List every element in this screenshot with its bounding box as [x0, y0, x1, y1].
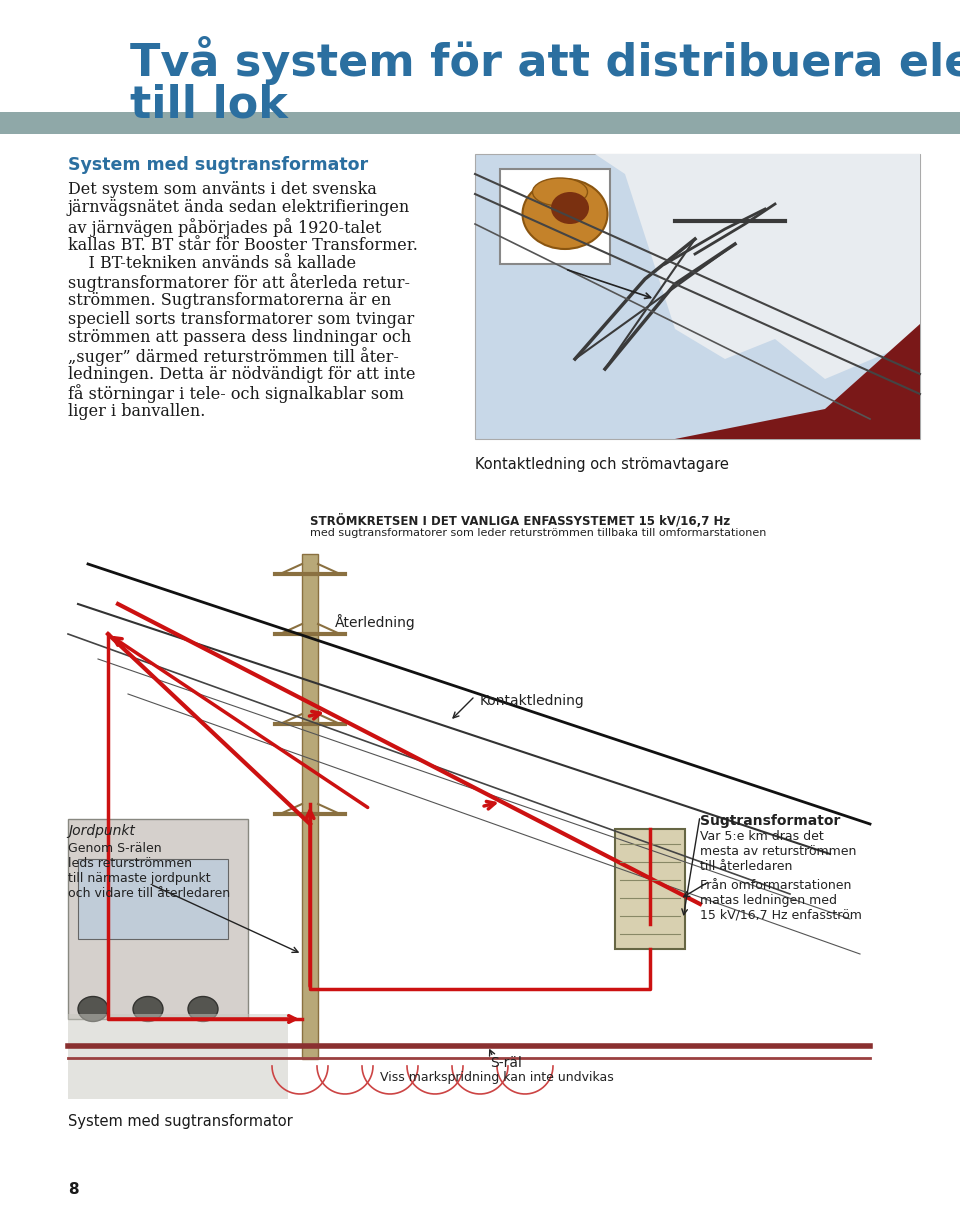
- Text: Kontaktledning och strömavtagare: Kontaktledning och strömavtagare: [475, 456, 729, 472]
- Text: Kontaktledning: Kontaktledning: [480, 694, 585, 708]
- Text: S-räl: S-räl: [490, 1056, 522, 1070]
- Text: System med sugtransformator: System med sugtransformator: [68, 1114, 293, 1129]
- Text: Från omformarstationen
matas ledningen med
15 kV/16,7 Hz enfasström: Från omformarstationen matas ledningen m…: [700, 879, 862, 921]
- Ellipse shape: [551, 192, 589, 225]
- Polygon shape: [675, 324, 920, 439]
- Text: ledningen. Detta är nödvändigt för att inte: ledningen. Detta är nödvändigt för att i…: [68, 365, 416, 382]
- Text: Genom S-rälen
leds returströmmen
till närmaste jordpunkt
och vidare till återled: Genom S-rälen leds returströmmen till nä…: [68, 843, 230, 900]
- Text: Återledning: Återledning: [335, 614, 416, 630]
- Bar: [0, 112, 960, 134]
- Text: Viss markspridning kan inte undvikas: Viss markspridning kan inte undvikas: [380, 1071, 613, 1084]
- Bar: [475, 154, 920, 439]
- Text: „suger” därmed returströmmen till åter-: „suger” därmed returströmmen till åter-: [68, 347, 398, 367]
- Text: Det system som använts i det svenska: Det system som använts i det svenska: [68, 181, 377, 198]
- Ellipse shape: [133, 997, 163, 1021]
- Bar: [68, 1014, 288, 1099]
- Text: System med sugtransformator: System med sugtransformator: [68, 157, 368, 174]
- Text: med sugtransformatorer som leder returströmmen tillbaka till omformarstationen: med sugtransformatorer som leder returst…: [310, 528, 766, 538]
- Text: STRÖMKRETSEN I DET VANLIGA ENFASSYSTEMET 15 kV/16,7 Hz: STRÖMKRETSEN I DET VANLIGA ENFASSYSTEMET…: [310, 514, 731, 528]
- Text: Jordpunkt: Jordpunkt: [68, 824, 134, 838]
- Bar: [302, 554, 318, 1059]
- Bar: [615, 829, 685, 949]
- Bar: [78, 860, 228, 938]
- Text: Var 5:e km dras det
mesta av returströmmen
till återledaren: Var 5:e km dras det mesta av returströmm…: [700, 830, 856, 873]
- Text: Sugtransformator: Sugtransformator: [700, 815, 840, 828]
- Text: I BT-tekniken används så kallade: I BT-tekniken används så kallade: [68, 255, 356, 272]
- Text: Två system för att distribuera elenergi: Två system för att distribuera elenergi: [130, 36, 960, 85]
- Text: speciell sorts transformatorer som tvingar: speciell sorts transformatorer som tving…: [68, 311, 415, 328]
- Polygon shape: [595, 154, 920, 379]
- Text: strömmen att passera dess lindningar och: strömmen att passera dess lindningar och: [68, 329, 411, 346]
- Text: järnvägsnätet ända sedan elektrifieringen: järnvägsnätet ända sedan elektrifieringe…: [68, 199, 410, 216]
- Text: till lok: till lok: [130, 84, 288, 127]
- Ellipse shape: [188, 997, 218, 1021]
- Text: sugtransformatorer för att återleda retur-: sugtransformatorer för att återleda retu…: [68, 273, 410, 293]
- Text: 8: 8: [68, 1182, 79, 1197]
- Ellipse shape: [522, 178, 608, 249]
- Ellipse shape: [78, 997, 108, 1021]
- Bar: [68, 819, 248, 1019]
- Text: av järnvägen påbörjades på 1920-talet: av järnvägen påbörjades på 1920-talet: [68, 219, 381, 237]
- Bar: [500, 169, 610, 263]
- Text: strömmen. Sugtransformatorerna är en: strömmen. Sugtransformatorerna är en: [68, 293, 392, 310]
- Ellipse shape: [533, 178, 588, 206]
- Text: få störningar i tele- och signalkablar som: få störningar i tele- och signalkablar s…: [68, 385, 404, 403]
- Text: liger i banvallen.: liger i banvallen.: [68, 403, 205, 420]
- Text: kallas BT. BT står för Booster Transformer.: kallas BT. BT står för Booster Transform…: [68, 237, 418, 254]
